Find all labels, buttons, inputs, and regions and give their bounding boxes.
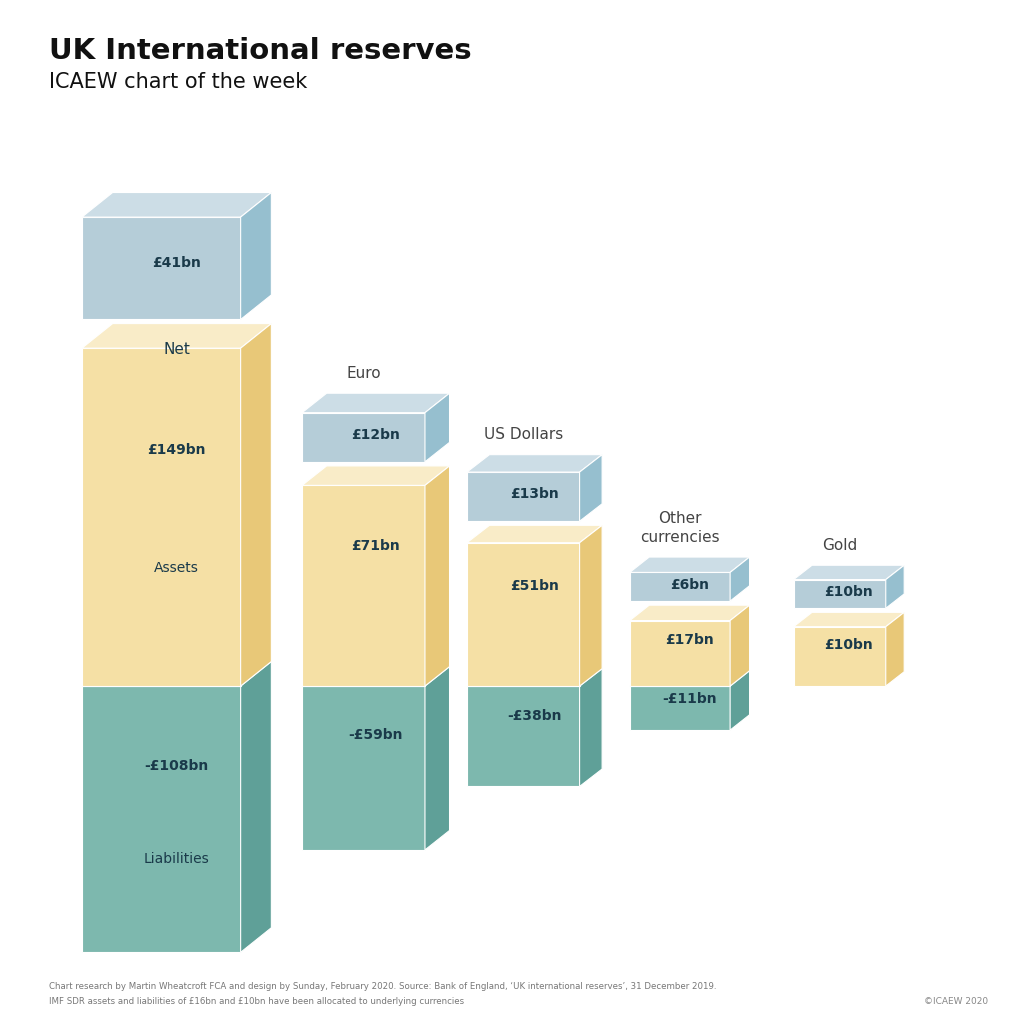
Polygon shape (630, 671, 750, 686)
Polygon shape (630, 572, 730, 601)
Text: Chart research by Martin Wheatcroft FCA and design by Sunday, February 2020. Sou: Chart research by Martin Wheatcroft FCA … (49, 982, 717, 991)
Polygon shape (302, 466, 450, 485)
Polygon shape (886, 565, 904, 608)
Text: £6bn: £6bn (670, 579, 710, 592)
Polygon shape (580, 669, 602, 786)
Polygon shape (302, 667, 450, 686)
Text: £149bn: £149bn (147, 442, 206, 457)
Polygon shape (302, 485, 425, 686)
Text: £10bn: £10bn (824, 638, 873, 651)
Polygon shape (302, 393, 450, 413)
Text: UK International reserves: UK International reserves (49, 37, 472, 65)
Text: £51bn: £51bn (510, 579, 559, 593)
Polygon shape (730, 557, 750, 601)
Polygon shape (886, 612, 904, 686)
Text: Gold: Gold (822, 538, 857, 553)
Polygon shape (630, 557, 750, 572)
Text: -£38bn: -£38bn (507, 710, 562, 723)
Text: IMF SDR assets and liabilities of £16bn and £10bn have been allocated to underly: IMF SDR assets and liabilities of £16bn … (49, 996, 464, 1006)
Polygon shape (794, 580, 886, 608)
Text: £13bn: £13bn (510, 487, 559, 501)
Polygon shape (794, 565, 904, 580)
Polygon shape (467, 669, 602, 686)
Text: ICAEW chart of the week: ICAEW chart of the week (49, 72, 307, 92)
Text: -£11bn: -£11bn (663, 692, 717, 707)
Text: Liabilities: Liabilities (143, 852, 210, 866)
Polygon shape (82, 193, 271, 217)
Polygon shape (730, 605, 750, 686)
Polygon shape (82, 348, 241, 686)
Text: £10bn: £10bn (824, 586, 873, 599)
Text: Other
currencies: Other currencies (640, 511, 720, 545)
Polygon shape (730, 671, 750, 730)
Polygon shape (580, 455, 602, 521)
Polygon shape (241, 324, 271, 686)
Polygon shape (630, 686, 730, 730)
Text: US Dollars: US Dollars (483, 427, 563, 442)
Polygon shape (467, 472, 580, 521)
Polygon shape (630, 621, 730, 686)
Text: -£59bn: -£59bn (348, 728, 403, 742)
Polygon shape (82, 217, 241, 319)
Polygon shape (241, 193, 271, 319)
Text: -£108bn: -£108bn (144, 759, 209, 773)
Polygon shape (467, 455, 602, 472)
Polygon shape (467, 686, 580, 786)
Polygon shape (794, 627, 886, 686)
Polygon shape (82, 324, 271, 348)
Text: Assets: Assets (155, 561, 199, 574)
Text: £17bn: £17bn (666, 633, 714, 647)
Polygon shape (580, 525, 602, 686)
Polygon shape (82, 686, 241, 952)
Text: £71bn: £71bn (351, 539, 400, 553)
Polygon shape (425, 466, 450, 686)
Text: £12bn: £12bn (351, 428, 400, 441)
Polygon shape (467, 543, 580, 686)
Polygon shape (82, 662, 271, 686)
Text: ©ICAEW 2020: ©ICAEW 2020 (924, 996, 988, 1006)
Polygon shape (794, 612, 904, 627)
Text: Net: Net (163, 342, 190, 357)
Polygon shape (630, 605, 750, 621)
Polygon shape (302, 413, 425, 462)
Polygon shape (425, 393, 450, 462)
Polygon shape (425, 667, 450, 850)
Text: Euro: Euro (346, 366, 381, 381)
Polygon shape (302, 686, 425, 850)
Polygon shape (467, 525, 602, 543)
Polygon shape (241, 662, 271, 952)
Text: £41bn: £41bn (153, 256, 201, 270)
